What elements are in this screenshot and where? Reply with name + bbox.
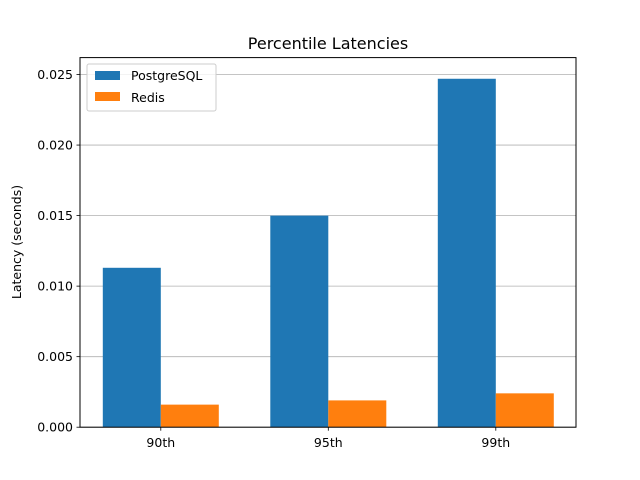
chart-title: Percentile Latencies — [248, 34, 408, 53]
y-tick-label: 0.025 — [37, 67, 73, 82]
legend-label-redis: Redis — [131, 90, 165, 105]
bar-redis-90th — [160, 404, 219, 428]
bar-postgresql-95th — [270, 215, 329, 428]
bar-postgresql-90th — [102, 267, 161, 428]
legend-swatch-postgresql — [95, 71, 120, 80]
y-axis: 0.000 0.005 0.010 0.015 0.020 0.025 — [37, 67, 80, 435]
legend-label-postgresql: PostgreSQL — [131, 68, 202, 83]
bar-redis-99th — [495, 393, 554, 428]
x-tick-label: 95th — [314, 435, 343, 450]
y-tick-label: 0.000 — [37, 420, 73, 435]
x-tick-label: 99th — [481, 435, 510, 450]
legend-swatch-redis — [95, 92, 120, 101]
y-tick-label: 0.005 — [37, 349, 73, 364]
x-tick-label: 90th — [146, 435, 175, 450]
x-axis: 90th 95th 99th — [146, 427, 510, 450]
y-tick-label: 0.020 — [37, 138, 73, 153]
y-axis-label: Latency (seconds) — [9, 185, 24, 299]
legend: PostgreSQL Redis — [86, 63, 217, 112]
bars — [102, 78, 554, 428]
y-tick-label: 0.015 — [37, 208, 73, 223]
y-tick-label: 0.010 — [37, 279, 73, 294]
bar-postgresql-99th — [437, 78, 496, 428]
bar-redis-95th — [328, 400, 387, 428]
